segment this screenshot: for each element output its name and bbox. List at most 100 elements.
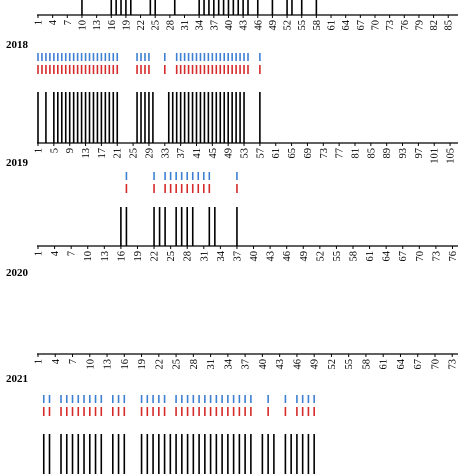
x-tick-label: 31	[180, 20, 191, 31]
x-tick-label: 70	[370, 20, 381, 31]
x-tick-label: 65	[287, 148, 298, 159]
x-tick-label: 76	[400, 20, 411, 31]
x-tick-label: 61	[327, 20, 338, 31]
x-tick-label: 31	[206, 359, 217, 370]
x-tick-label: 67	[356, 20, 367, 31]
x-tick-label: 67	[413, 359, 424, 370]
year-label: 2021	[6, 373, 28, 385]
x-tick-label: 73	[448, 359, 459, 370]
x-tick-label: 41	[192, 148, 203, 159]
x-tick-label: 69	[303, 148, 314, 159]
x-tick-label: 58	[349, 251, 360, 262]
x-tick-label: 16	[120, 359, 131, 370]
x-tick-label: 13	[100, 251, 111, 262]
x-tick-label: 22	[154, 359, 165, 370]
x-tick-label: 37	[241, 359, 252, 370]
x-tick-label: 70	[415, 251, 426, 262]
x-tick-label: 17	[97, 148, 108, 159]
x-tick-label: 37	[232, 251, 243, 262]
x-tick-label: 37	[209, 20, 220, 31]
x-tick-label: 29	[144, 148, 155, 159]
x-tick-label: 13	[92, 20, 103, 31]
x-tick-label: 40	[224, 20, 235, 31]
x-tick-label: 1	[34, 148, 45, 153]
x-tick-label: 25	[151, 20, 162, 31]
x-tick-label: 25	[129, 148, 140, 159]
panel-top: 1 4 7 10 13 16 19 22 25 28 31 34 37 40 43 46 49 52 55 58 61 6…	[34, 0, 458, 31]
x-tick-label: 1	[34, 251, 45, 256]
x-tick-label: 34	[195, 19, 206, 30]
x-tick-label: 21	[113, 148, 124, 159]
x-tick-label: 33	[160, 148, 171, 159]
year-label: 2020	[6, 267, 29, 279]
x-tick-label: 4	[50, 250, 61, 256]
x-tick-label: 49	[299, 251, 310, 262]
x-tick-label: 1	[34, 359, 45, 364]
x-tick-label: 43	[266, 251, 277, 262]
x-tick-label: 28	[183, 251, 194, 262]
panel-2018: 2018 1 5 9 13 17 21 25 29 33 37 41 45 49 53 57 61 65 69 73 7…	[6, 39, 458, 164]
year-label: 2019	[6, 157, 29, 169]
x-tick-label: 52	[327, 359, 338, 370]
x-tick-label: 16	[116, 251, 127, 262]
x-tick-label: 49	[310, 359, 321, 370]
x-tick-label: 70	[430, 359, 441, 370]
x-tick-label: 64	[341, 19, 352, 30]
x-tick-label: 82	[429, 20, 440, 31]
panel-2020: 2020 1 4 7 10 13 16 19 22 25 28 31 34 37 40 43 46 49 52 55 5…	[6, 267, 459, 370]
x-tick-label: 105	[446, 148, 457, 164]
x-tick-label: 5	[49, 148, 60, 153]
x-tick-label: 28	[189, 359, 200, 370]
x-tick-label: 76	[448, 251, 459, 262]
x-tick-label: 55	[297, 20, 308, 31]
x-tick-label: 97	[414, 148, 425, 159]
x-tick-label: 57	[255, 148, 266, 159]
x-tick-label: 34	[223, 358, 234, 369]
x-tick-label: 52	[315, 251, 326, 262]
x-tick-label: 45	[208, 148, 219, 159]
x-tick-label: 58	[312, 20, 323, 31]
x-tick-label: 64	[382, 250, 393, 261]
x-tick-label: 19	[133, 251, 144, 262]
x-tick-label: 16	[107, 20, 118, 31]
x-tick-label: 58	[361, 359, 372, 370]
x-tick-label: 43	[275, 359, 286, 370]
x-tick-label: 89	[382, 148, 393, 159]
x-tick-label: 25	[172, 359, 183, 370]
x-tick-label: 7	[67, 251, 78, 256]
x-tick-label: 93	[398, 148, 409, 159]
x-tick-label: 55	[332, 251, 343, 262]
x-tick-label: 81	[350, 148, 361, 159]
x-tick-label: 1	[34, 20, 45, 25]
x-tick-label: 61	[365, 251, 376, 262]
x-tick-label: 10	[85, 359, 96, 370]
x-tick-label: 53	[240, 148, 251, 159]
x-tick-label: 10	[83, 251, 94, 262]
x-tick-label: 85	[366, 148, 377, 159]
x-tick-label: 61	[379, 359, 390, 370]
timeline-panels: 1 4 7 10 13 16 19 22 25 28 31 34 37 40 43 46 49 52 55 58 61 6…	[6, 0, 459, 474]
panel-2019: 2019 1 4 7 10 13 16 19 22 25 28 31 34 37 40 43 46 49 52 55 5…	[6, 157, 459, 262]
x-tick-label: 61	[271, 148, 282, 159]
x-tick-label: 34	[216, 250, 227, 261]
x-tick-label: 73	[319, 148, 330, 159]
x-tick-label: 64	[396, 358, 407, 369]
x-tick-label: 19	[137, 359, 148, 370]
x-tick-label: 46	[253, 20, 264, 31]
x-tick-label: 73	[431, 251, 442, 262]
x-tick-label: 52	[283, 20, 294, 31]
year-label: 2018	[6, 39, 29, 51]
panel-2021: 2021	[6, 373, 315, 474]
x-tick-label: 49	[268, 20, 279, 31]
x-tick-label: 10	[77, 20, 88, 31]
x-tick-label: 13	[103, 359, 114, 370]
x-tick-label: 22	[136, 20, 147, 31]
x-tick-label: 22	[150, 251, 161, 262]
x-tick-label: 77	[335, 148, 346, 159]
x-tick-label: 37	[176, 148, 187, 159]
x-tick-label: 46	[282, 251, 293, 262]
x-tick-label: 46	[292, 359, 303, 370]
x-tick-label: 101	[430, 148, 441, 164]
x-tick-label: 25	[166, 251, 177, 262]
